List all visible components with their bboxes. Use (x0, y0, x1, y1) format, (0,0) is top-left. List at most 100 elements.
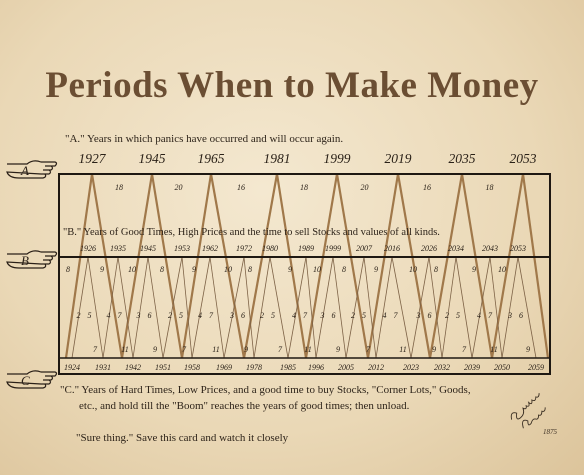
b-mid-number: 6 (519, 311, 523, 320)
b-cycle-line (471, 256, 491, 359)
a-cycle-line (150, 173, 184, 359)
c-year-label: 1978 (246, 363, 262, 372)
b-mid-number: 5 (271, 311, 275, 320)
b-upper-number: 9 (472, 265, 476, 274)
c-year-label: 2005 (338, 363, 354, 372)
b-lower-number: 11 (304, 345, 311, 354)
b-upper-number: 10 (409, 265, 417, 274)
b-cycle-line (87, 256, 104, 359)
section-c-caption-line1: "C." Years of Hard Times, Low Prices, an… (60, 384, 471, 396)
b-year-label: 1980 (262, 244, 278, 253)
a-interval-label: 20 (361, 183, 369, 192)
b-mid-number: 3 (136, 311, 141, 320)
b-year-label: 1999 (325, 244, 341, 253)
b-upper-number: 9 (100, 265, 104, 274)
b-mid-number: 5 (456, 311, 460, 320)
svg-text:1875: 1875 (543, 428, 558, 436)
a-cycle-line (335, 173, 370, 359)
b-cycle-line (410, 256, 430, 359)
footer-note-text: "Sure thing." Save this card and watch i… (76, 432, 289, 444)
b-upper-number: 10 (498, 265, 506, 274)
b-lower-number: 7 (462, 345, 467, 354)
b-year-label: 2053 (510, 244, 526, 253)
c-year-label: 2050 (494, 363, 510, 372)
marker-b: B (21, 253, 29, 268)
c-year-label: 1996 (308, 363, 324, 372)
b-cycle-line (517, 256, 537, 359)
b-cycle-line (147, 256, 164, 359)
b-upper-number: 8 (434, 265, 438, 274)
b-lower-number: 9 (526, 345, 530, 354)
b-cycle-line (363, 256, 377, 359)
b-mid-number: 7 (303, 311, 308, 320)
b-year-label: 2026 (421, 244, 437, 253)
b-year-label: 2034 (448, 244, 464, 253)
a-year: 1999 (323, 151, 351, 166)
a-cycle-line (304, 173, 339, 359)
section-c-caption-line2: etc., and hold till the "Boom" reaches t… (79, 400, 410, 412)
c-year-label: 2023 (403, 363, 419, 372)
b-cycle-line (287, 256, 307, 359)
cycle-lines (64, 173, 550, 359)
c-year-label: 1985 (280, 363, 296, 372)
b-lower-number: 11 (399, 345, 406, 354)
b-cycle-line (332, 256, 347, 359)
a-cycle-line (180, 173, 213, 359)
b-upper-number: 9 (374, 265, 378, 274)
b-mid-number: 7 (118, 311, 123, 320)
marker-c: C (21, 373, 30, 388)
a-cycle-line (64, 173, 94, 359)
b-year-label: 1989 (298, 244, 314, 253)
a-year: 2035 (448, 151, 476, 166)
a-cycle-line (90, 173, 124, 359)
b-mid-number: 6 (148, 311, 152, 320)
b-upper-number: 10 (224, 265, 232, 274)
pointing-hand-icon: C (6, 370, 58, 389)
b-mid-number: 7 (209, 311, 214, 320)
a-cycle-line (490, 173, 525, 359)
b-year-label: 2016 (384, 244, 400, 253)
b-lower-number: 9 (336, 345, 340, 354)
b-year-label: 1962 (202, 244, 218, 253)
c-year-label: 1931 (95, 363, 111, 372)
b-mid-number: 6 (241, 311, 245, 320)
a-interval-label: 18 (486, 183, 494, 192)
b-cycle-line (489, 256, 503, 359)
b-mid-number: 4 (198, 311, 202, 320)
b-mid-number: 5 (179, 311, 183, 320)
b-upper-number: 8 (66, 265, 70, 274)
b-year-label: 1972 (236, 244, 252, 253)
b-mid-number: 3 (416, 311, 421, 320)
a-year: 2053 (509, 151, 537, 166)
b-upper-number: 8 (342, 265, 346, 274)
b-lower-number: 11 (490, 345, 497, 354)
c-year-label: 1951 (155, 363, 171, 372)
a-interval-label: 20 (175, 183, 183, 192)
c-year-label: 1958 (184, 363, 200, 372)
c-year-label: 1942 (125, 363, 141, 372)
a-interval-label: 18 (115, 183, 123, 192)
section-a-caption: "A." Years in which panics have occurred… (65, 133, 344, 145)
b-year-label: 1935 (110, 244, 126, 253)
a-year: 2019 (384, 151, 412, 166)
a-interval-label: 16 (423, 183, 431, 192)
a-year: 1945 (138, 151, 166, 166)
b-mid-number: 5 (362, 311, 366, 320)
b-mid-number: 2 (77, 311, 81, 320)
a-interval-label: 18 (300, 183, 308, 192)
b-mid-number: 2 (168, 311, 172, 320)
b-lower-number: 11 (212, 345, 219, 354)
b-year-label: 2043 (482, 244, 498, 253)
b-cycle-line (428, 256, 443, 359)
marker-a: A (20, 163, 29, 178)
b-cycle-line (223, 256, 245, 359)
b-cycle-line (315, 256, 334, 359)
b-cycle-line (162, 256, 183, 359)
b-cycle-line (345, 256, 365, 359)
b-cycle-line (269, 256, 289, 359)
b-lower-number: 11 (121, 345, 128, 354)
a-cycle-line (120, 173, 154, 359)
b-cycle-line (375, 256, 393, 359)
